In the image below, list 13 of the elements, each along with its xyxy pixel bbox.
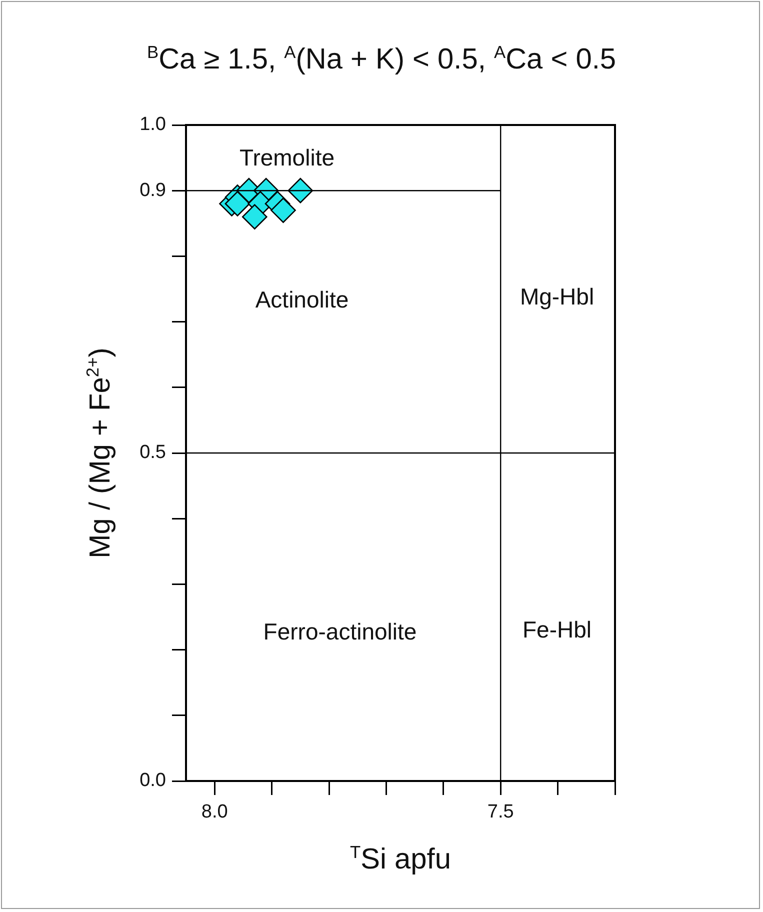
chart-title: $^{B}$Ca ≥ 1.5, $^{A}$(Na + K) < 0.5, $^{A}$Ca < 0.5 [146, 42, 618, 77]
annotation: Ferro-actinolite [263, 618, 417, 646]
y-tick-label: 1.0 [140, 114, 166, 136]
y-tick-label: 0.5 [140, 442, 166, 464]
annotation: Tremolite [240, 144, 334, 172]
x-tick-label: 8.0 [201, 802, 228, 823]
annotation: Mg-Hbl [520, 284, 594, 310]
annotation: Actinolite [255, 286, 349, 314]
x-tick-label: 7.5 [487, 802, 514, 823]
x-axis-title: $^{T}$Si apfu [349, 842, 452, 877]
y-tick-label: 0.0 [140, 770, 166, 792]
y-tick-label: 0.9 [140, 180, 166, 201]
annotation: Fe-Hbl [522, 616, 592, 644]
